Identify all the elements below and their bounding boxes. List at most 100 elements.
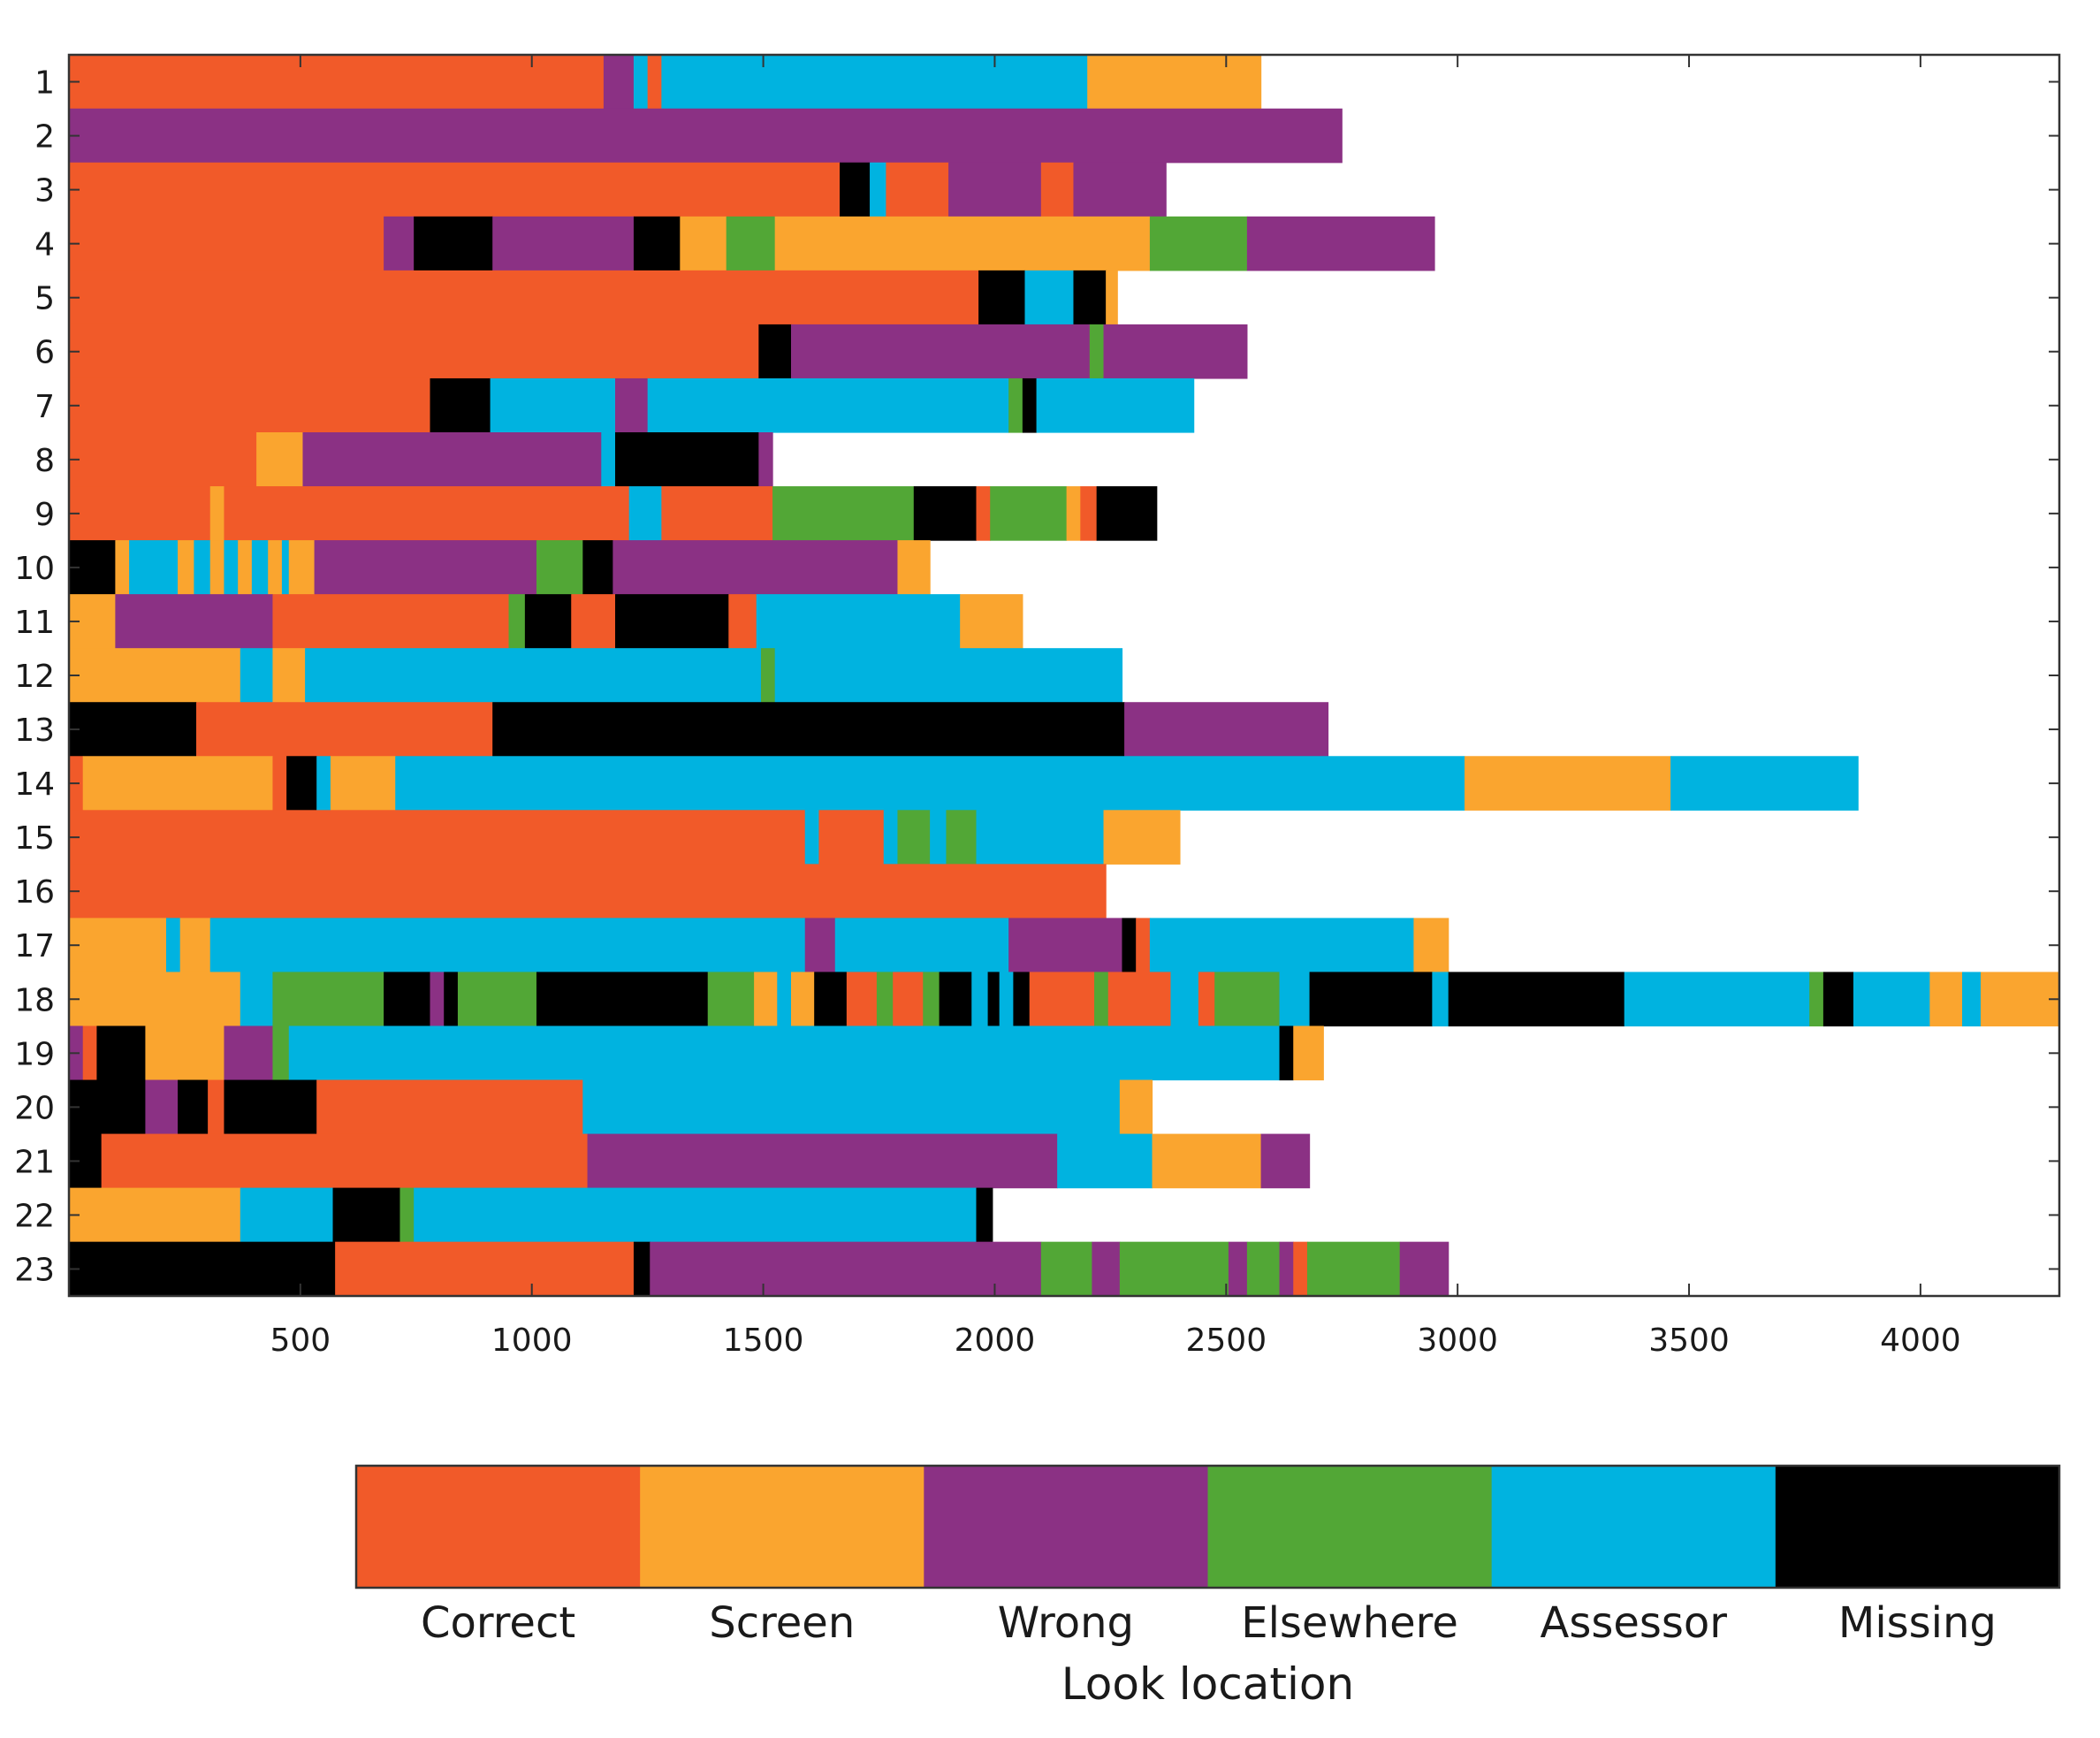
bar-segment-row-10-assessor — [129, 540, 179, 595]
bar-segment-row-10-wrong — [314, 540, 537, 595]
bar-segment-row-10-screen — [897, 540, 931, 595]
bar-segment-row-18-correct — [893, 972, 924, 1027]
bar-segment-row-18-elsewhere — [876, 972, 894, 1027]
bar-segment-row-9-screen — [209, 486, 225, 541]
bar-segment-row-19-missing — [1279, 1025, 1294, 1081]
bar-segment-row-23-elsewhere — [1040, 1241, 1093, 1297]
bar-segment-row-21-screen — [1152, 1133, 1262, 1189]
bar-segment-row-6-elsewhere — [1089, 324, 1105, 379]
bar-segment-row-11-correct — [272, 594, 510, 649]
bar-segment-row-23-elsewhere — [1306, 1241, 1401, 1297]
bar-segment-row-21-wrong — [587, 1133, 1058, 1189]
bar-segment-row-3-missing — [840, 162, 871, 217]
bar-segment-row-18-assessor — [1624, 972, 1810, 1027]
bar-segment-row-5-screen — [1106, 270, 1118, 325]
bar-segment-row-9-correct — [1080, 486, 1098, 541]
bar-segment-row-23-missing — [633, 1241, 651, 1297]
bar-segment-row-4-missing — [414, 216, 493, 271]
bar-segment-row-14-assessor — [316, 756, 331, 811]
bar-segment-row-15-assessor — [930, 810, 947, 865]
y-tick-label: 23 — [14, 1252, 55, 1288]
bar-segment-row-18-correct — [1029, 972, 1095, 1027]
bar-segment-row-7-elsewhere — [1008, 377, 1023, 433]
bar-segment-row-23-elsewhere — [1246, 1241, 1281, 1297]
bar-segment-row-18-elsewhere — [272, 972, 384, 1027]
bar-segment-row-19-screen — [145, 1025, 225, 1081]
bar-segment-row-14-missing — [286, 756, 317, 811]
bar-segment-row-10-elsewhere — [536, 540, 583, 595]
bar-segment-row-1-assessor — [633, 54, 649, 110]
bar-segment-row-10-screen — [209, 540, 225, 595]
bar-segment-row-14-screen — [1465, 756, 1671, 811]
bar-segment-row-14-screen — [82, 756, 274, 811]
bar-segment-row-17-correct — [1136, 918, 1151, 973]
legend-title: Look location — [1061, 1658, 1354, 1710]
bar-segment-row-12-screen — [272, 648, 306, 703]
bar-segment-row-15-correct — [818, 810, 885, 865]
bar-segment-row-17-wrong — [1008, 918, 1123, 973]
bar-segment-row-18-assessor — [1962, 972, 1982, 1027]
bar-segment-row-18-assessor — [971, 972, 989, 1027]
bar-segment-row-12-screen — [69, 648, 241, 703]
bar-segment-row-15-screen — [1103, 810, 1181, 865]
bar-segment-row-4-wrong — [384, 216, 415, 271]
bar-segment-row-13-missing — [69, 702, 197, 757]
bar-segment-row-17-screen — [179, 918, 211, 973]
y-tick-label: 9 — [34, 497, 55, 533]
bar-segment-row-18-missing — [1822, 972, 1854, 1027]
bar-segment-row-14-screen — [330, 756, 396, 811]
bar-segment-row-19-wrong — [224, 1025, 274, 1081]
bar-segment-row-23-wrong — [1092, 1241, 1121, 1297]
bar-segment-row-19-screen — [1293, 1025, 1324, 1081]
bar-segment-row-18-elsewhere — [707, 972, 755, 1027]
bar-segment-row-4-wrong — [1246, 216, 1435, 271]
bar-segment-row-18-screen — [1929, 972, 1963, 1027]
bar-segment-row-11-missing — [524, 594, 572, 649]
bar-segment-row-9-correct — [224, 486, 630, 541]
bar-segment-row-18-missing — [814, 972, 848, 1027]
bar-segment-row-7-missing — [1022, 377, 1038, 433]
bar-segment-row-8-screen — [256, 432, 304, 487]
bar-segment-row-9-missing — [913, 486, 978, 541]
bar-segment-row-3-correct — [1040, 162, 1075, 217]
y-tick-label: 10 — [14, 551, 55, 587]
bar-segment-row-11-screen — [960, 594, 1023, 649]
bar-segment-row-9-missing — [1096, 486, 1158, 541]
y-tick-label: 2 — [34, 119, 55, 156]
bar-segment-row-20-correct — [316, 1079, 583, 1135]
bar-segment-row-4-elsewhere — [726, 216, 776, 271]
bar-segment-row-18-correct — [846, 972, 878, 1027]
bar-segment-row-20-correct — [208, 1079, 225, 1135]
bar-segment-row-7-wrong — [614, 377, 649, 433]
bar-segment-row-12-elsewhere — [760, 648, 776, 703]
legend-swatch-wrong — [924, 1466, 1208, 1588]
bar-segment-row-17-screen — [1413, 918, 1449, 973]
bar-segment-row-10-screen — [288, 540, 316, 595]
legend-label-assessor: Assessor — [1541, 1598, 1728, 1648]
bar-segment-row-3-wrong — [1073, 162, 1167, 217]
y-tick-label: 13 — [14, 713, 55, 749]
bar-segment-row-11-correct — [571, 594, 616, 649]
bar-segment-row-18-missing — [987, 972, 1001, 1027]
bar-segment-row-6-correct — [69, 324, 759, 379]
y-tick-label: 21 — [14, 1144, 55, 1180]
y-tick-label: 22 — [14, 1198, 55, 1234]
bar-segment-row-12-assessor — [240, 648, 274, 703]
timeline-bars — [69, 54, 2060, 1297]
bar-segment-row-23-wrong — [1399, 1241, 1449, 1297]
legend-swatch-elsewhere — [1207, 1466, 1493, 1588]
bar-segment-row-8-missing — [614, 432, 759, 487]
legend-label-wrong: Wrong — [998, 1598, 1134, 1648]
legend-swatch-assessor — [1491, 1466, 1777, 1588]
bar-segment-row-19-elsewhere — [272, 1025, 290, 1081]
bar-segment-row-23-elsewhere — [1119, 1241, 1229, 1297]
bar-segment-row-12-assessor — [305, 648, 762, 703]
bar-segment-row-20-wrong — [145, 1079, 179, 1135]
bar-segment-row-12-assessor — [774, 648, 1123, 703]
bar-segment-row-18-missing — [384, 972, 431, 1027]
y-tick-label: 5 — [34, 281, 55, 317]
legend-frame — [354, 1464, 2061, 1589]
bar-segment-row-9-correct — [661, 486, 773, 541]
bar-segment-row-19-missing — [96, 1025, 147, 1081]
